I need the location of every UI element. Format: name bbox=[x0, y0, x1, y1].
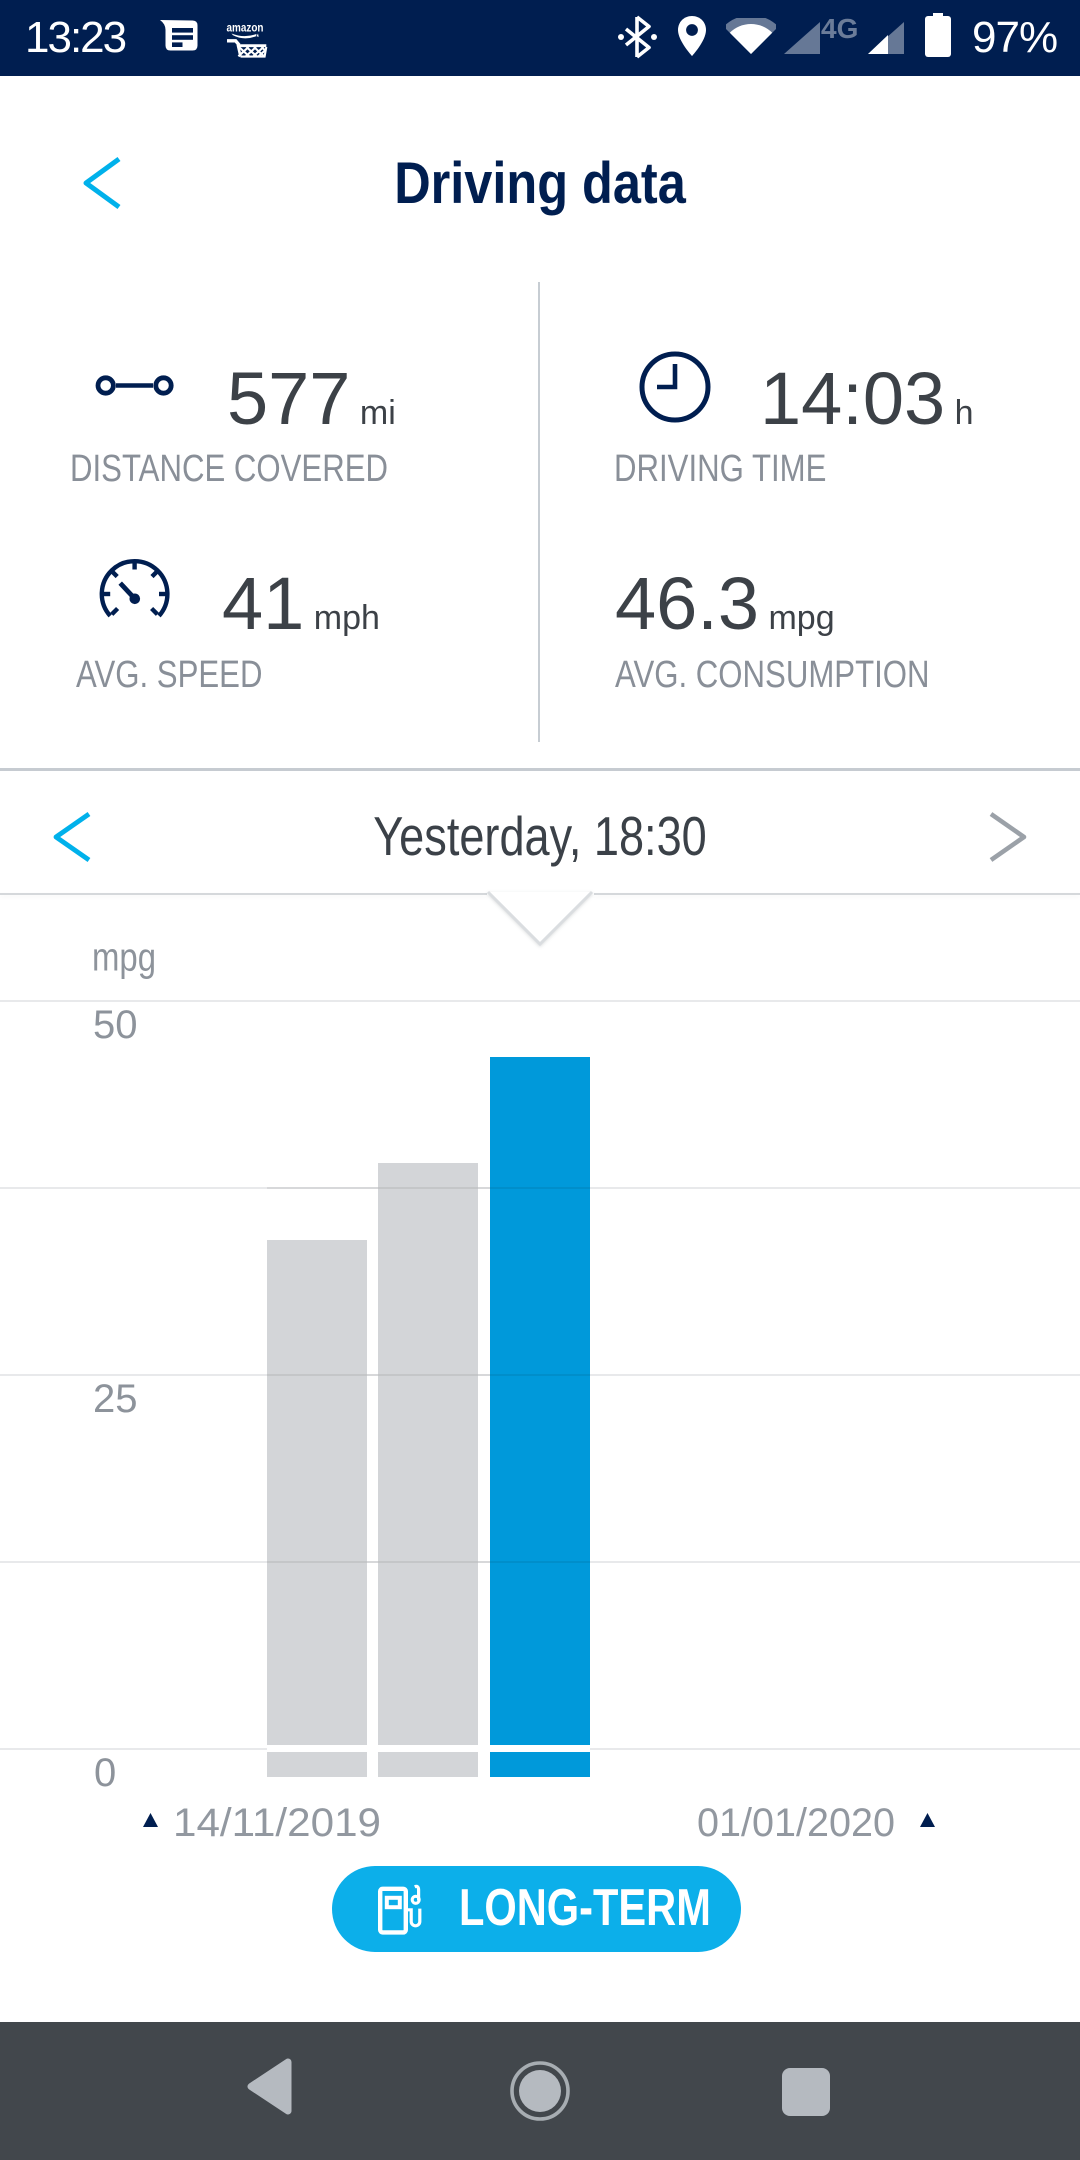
svg-text:14/11/2019: 14/11/2019 bbox=[173, 1801, 381, 1845]
svg-text:amazon: amazon bbox=[227, 23, 264, 35]
svg-text:mpg: mpg bbox=[92, 940, 156, 980]
svg-text:01/01/2020: 01/01/2020 bbox=[697, 1801, 895, 1845]
svg-text:0: 0 bbox=[94, 1751, 116, 1795]
svg-text:50: 50 bbox=[93, 1003, 138, 1047]
svg-text:25: 25 bbox=[93, 1377, 138, 1421]
